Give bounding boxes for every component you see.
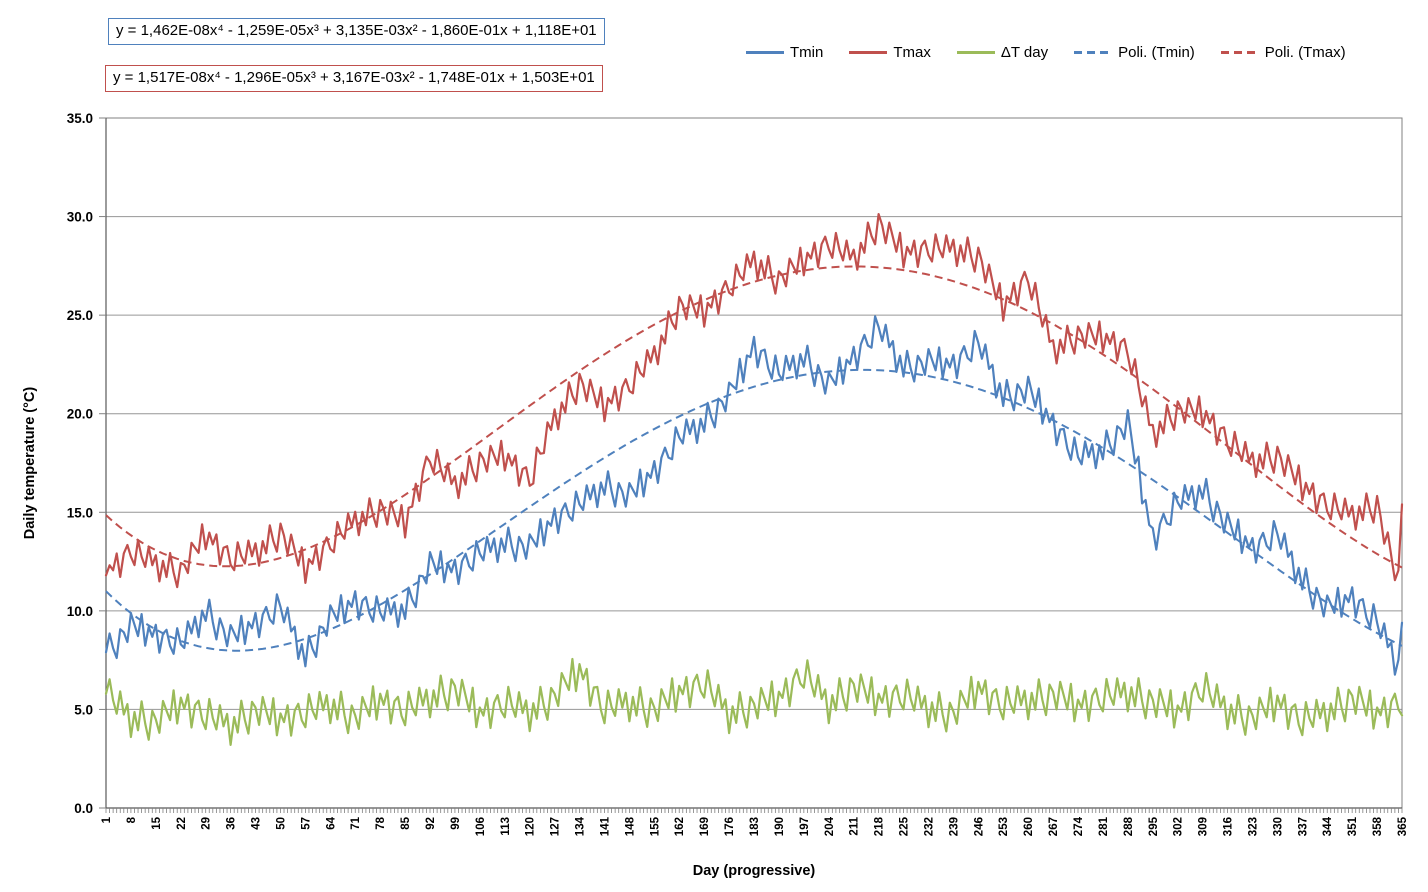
x-tick-label: 71 [350, 816, 362, 829]
x-tick-label: 246 [973, 817, 985, 836]
legend-item-tmax: Tmax [849, 44, 931, 61]
x-tick-label: 50 [275, 817, 287, 830]
legend-label: Tmin [790, 43, 824, 61]
y-tick-label: 25.0 [67, 308, 93, 323]
x-tick-label: 295 [1148, 816, 1160, 836]
trendline-equation-tmin: y = 1,462E-08x⁴ - 1,259E-05x³ + 3,135E-0… [108, 18, 605, 46]
y-tick-label: 35.0 [67, 111, 93, 126]
x-tick-label: 120 [525, 817, 537, 836]
x-tick-label: 267 [1048, 817, 1060, 836]
y-tick-label: 20.0 [67, 407, 93, 422]
legend-label: ΔT day [1000, 43, 1049, 61]
x-tick-label: 29 [201, 817, 213, 830]
chart-legend: Tmin Tmax ΔT day Poli. (Tmin) Poli. (Tmax) [746, 42, 1346, 62]
x-tick-label: 232 [923, 817, 935, 836]
legend-item-poli-tmax-: Poli. (Tmax) [1220, 43, 1346, 61]
x-tick-label: 225 [899, 816, 911, 836]
x-tick-label: 162 [674, 817, 686, 836]
legend-item-poli-tmin-: Poli. (Tmin) [1074, 44, 1195, 61]
x-tick-label: 169 [699, 817, 711, 836]
dashed-line-swatch [1220, 50, 1259, 54]
x-tick-label: 288 [1123, 816, 1135, 836]
dashed-line-swatch [1074, 50, 1113, 54]
x-tick-label: 15 [151, 816, 163, 829]
legend-item-tmin: Tmin [746, 44, 823, 61]
x-tick-label: 1 [101, 816, 113, 823]
x-tick-label: 218 [874, 816, 886, 836]
x-tick-label: 260 [1023, 817, 1035, 836]
x-tick-label: 36 [226, 817, 238, 830]
x-axis-title: Day (progressive) [692, 863, 816, 879]
x-tick-label: 183 [749, 817, 761, 836]
x-tick-label: 22 [176, 817, 188, 830]
legend-label: Poli. (Tmax) [1264, 43, 1346, 61]
x-tick-label: 148 [624, 816, 636, 836]
x-tick-label: 190 [774, 817, 786, 836]
x-tick-label: 323 [1247, 817, 1259, 836]
x-tick-label: 358 [1372, 816, 1384, 836]
x-tick-label: 92 [425, 817, 437, 830]
x-tick-label: 141 [599, 816, 611, 836]
x-tick-label: 344 [1322, 816, 1334, 836]
series-line-tmax [104, 213, 1404, 589]
x-tick-label: 43 [251, 817, 263, 830]
x-tick-label: 99 [450, 817, 462, 830]
x-tick-label: 176 [724, 817, 736, 836]
x-tick-label: 155 [649, 816, 661, 836]
x-tick-label: 197 [799, 817, 811, 836]
trendline-equation-tmax: y = 1,517E-08x⁴ - 1,296E-05x³ + 3,167E-0… [105, 65, 603, 93]
x-tick-label: 330 [1272, 817, 1284, 836]
y-tick-label: 15.0 [67, 505, 93, 520]
x-tick-label: 211 [849, 816, 861, 835]
x-tick-label: 85 [400, 816, 412, 829]
solid-line-swatch [956, 50, 995, 54]
y-tick-label: 10.0 [67, 604, 93, 619]
trendline-poli-tmax- [105, 265, 1403, 569]
x-tick-label: 127 [550, 817, 562, 836]
x-tick-label: 8 [126, 816, 138, 823]
legend-item--t-day: ΔT day [956, 43, 1049, 61]
solid-line-swatch [849, 50, 888, 54]
x-tick-label: 64 [325, 816, 337, 829]
y-axis-title: Daily temperature (°C) [22, 386, 38, 540]
x-tick-label: 253 [998, 817, 1010, 836]
legend-label: Poli. (Tmin) [1118, 43, 1195, 61]
y-tick-label: 5.0 [74, 702, 93, 717]
series-line-tday [104, 657, 1404, 746]
x-tick-label: 134 [575, 816, 587, 836]
x-tick-label: 113 [500, 817, 512, 836]
x-tick-label: 365 [1397, 816, 1409, 836]
x-tick-label: 106 [475, 817, 487, 836]
y-tick-label: 0.0 [74, 801, 93, 816]
x-tick-label: 309 [1198, 817, 1210, 836]
solid-line-swatch [746, 50, 784, 54]
x-tick-label: 302 [1173, 817, 1185, 836]
x-tick-label: 274 [1073, 816, 1085, 836]
x-tick-label: 204 [824, 816, 836, 836]
x-tick-label: 57 [300, 817, 312, 830]
series-line-tmin [104, 315, 1404, 676]
x-tick-label: 316 [1223, 817, 1235, 836]
x-tick-label: 78 [375, 816, 387, 829]
x-tick-label: 239 [948, 817, 960, 836]
y-tick-label: 30.0 [67, 210, 93, 225]
legend-label: Tmax [893, 43, 931, 61]
x-tick-label: 337 [1297, 817, 1309, 836]
x-tick-label: 351 [1347, 816, 1359, 836]
trendline-poli-tmin- [105, 368, 1403, 652]
x-tick-label: 281 [1098, 816, 1110, 836]
